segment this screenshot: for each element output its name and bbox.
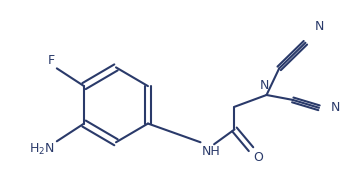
Text: H$_2$N: H$_2$N (29, 142, 55, 157)
Text: F: F (48, 54, 55, 67)
Text: NH: NH (201, 145, 220, 158)
Text: O: O (253, 151, 263, 164)
Text: N: N (331, 101, 340, 114)
Text: N: N (315, 20, 325, 33)
Text: N: N (260, 79, 269, 92)
